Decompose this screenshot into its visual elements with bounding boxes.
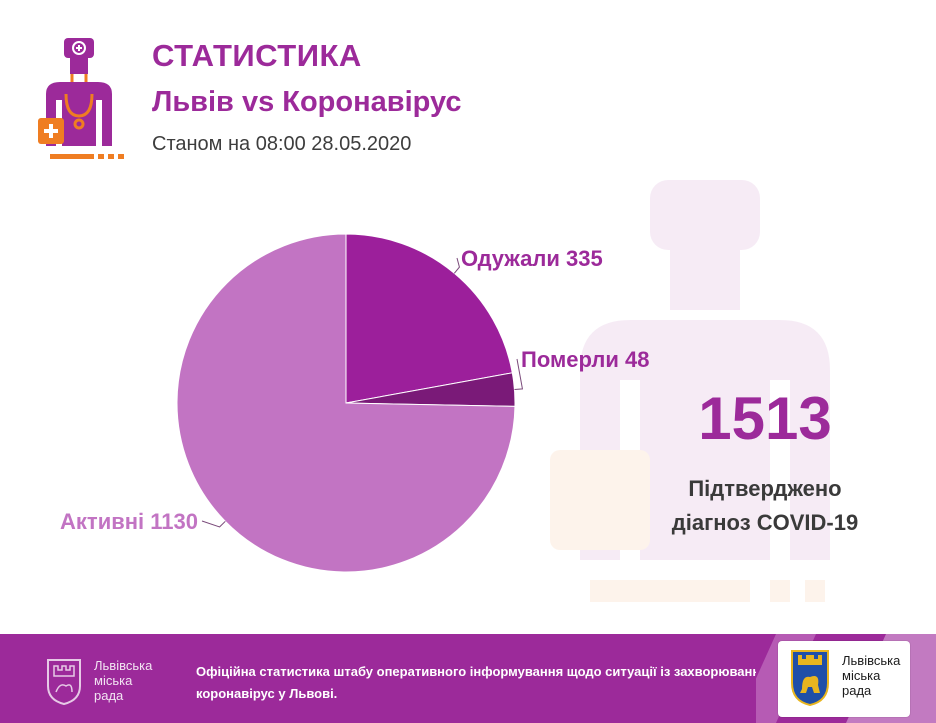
lion-coat-of-arms-icon (791, 650, 829, 707)
pie-chart: Одужали 335 Померли 48 Активні 1130 (60, 233, 649, 573)
slice-recovered (345, 233, 513, 404)
page-subtitle: Львів vs Коронавірус (152, 86, 462, 118)
slice-recovered-leader-line (453, 257, 460, 274)
total-confirmed-value: 1513 (698, 385, 832, 452)
page-title: СТАТИСТИКА (152, 38, 362, 73)
label-recovered: Одужали 335 (461, 246, 603, 271)
label-active: Активні 1130 (60, 509, 198, 534)
slice-deaths-leader-line (514, 358, 524, 391)
badge-brand-name: Львівська міська рада (842, 653, 901, 698)
as-of-date: Станом на 08:00 28.05.2020 (152, 133, 412, 155)
total-caption-line2: діагноз COVID-19 (671, 510, 859, 535)
city-emblem-icon (47, 659, 81, 706)
doctor-logo-icon (38, 38, 124, 159)
slice-active-leader-line (201, 520, 226, 528)
total-caption-line1: Підтверджено (688, 476, 842, 501)
footer-brand-name: Львівська міська рада (94, 658, 153, 703)
background-doctor-icon (550, 180, 830, 602)
footer-description: Офіційна статистика штабу оперативного і… (196, 664, 756, 701)
label-deaths: Померли 48 (521, 347, 649, 372)
city-council-badge: Львівська міська рада (778, 641, 910, 717)
